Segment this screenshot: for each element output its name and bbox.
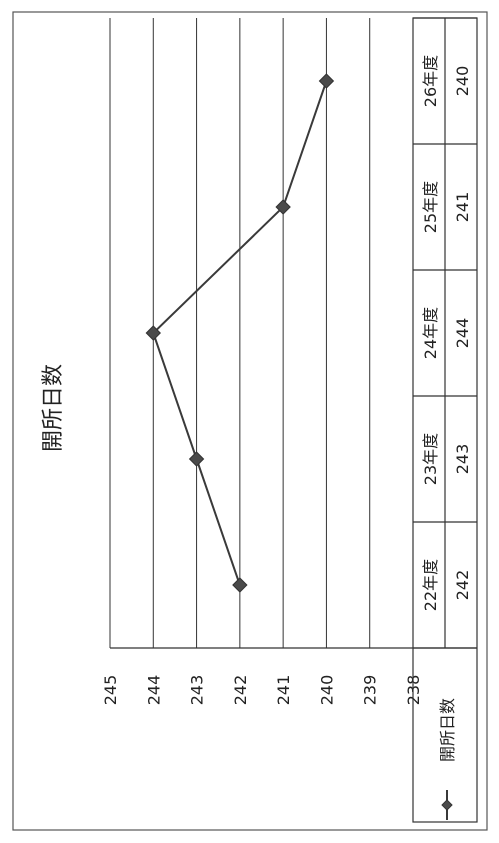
category-label: 24年度 <box>421 307 440 359</box>
tick-label: 243 <box>188 675 207 706</box>
data-point-marker <box>188 451 205 467</box>
series-line <box>145 73 335 593</box>
value-label: 244 <box>453 318 472 349</box>
tick-label: 241 <box>274 675 293 706</box>
category-label: 22年度 <box>421 559 440 611</box>
value-label: 242 <box>453 570 472 601</box>
category-label: 25年度 <box>421 181 440 233</box>
gridlines <box>109 18 371 648</box>
data-point-marker <box>145 325 161 341</box>
value-label: 241 <box>453 192 472 223</box>
value-label: 243 <box>453 444 472 475</box>
data-table: 22年度 242 23年度 243 24年度 244 25年度 241 26年度 240 開所日数 <box>412 17 478 823</box>
tick-label: 240 <box>317 675 336 706</box>
value-label: 240 <box>453 66 472 97</box>
data-point-marker <box>275 199 291 215</box>
y-tick-labels: 245 244 243 242 241 240 239 238 <box>101 675 423 706</box>
category-label: 23年度 <box>421 433 440 485</box>
tick-label: 244 <box>144 675 163 706</box>
legend-marker <box>441 799 453 811</box>
chart-title: 開所日数 <box>41 364 66 452</box>
tick-label: 242 <box>231 675 250 706</box>
data-point-marker <box>318 73 335 89</box>
data-point-marker <box>232 577 248 593</box>
chart-frame <box>12 11 488 831</box>
category-label: 26年度 <box>421 55 440 107</box>
tick-label: 245 <box>101 675 120 706</box>
tick-label: 239 <box>361 675 380 706</box>
legend-label: 開所日数 <box>438 698 457 762</box>
